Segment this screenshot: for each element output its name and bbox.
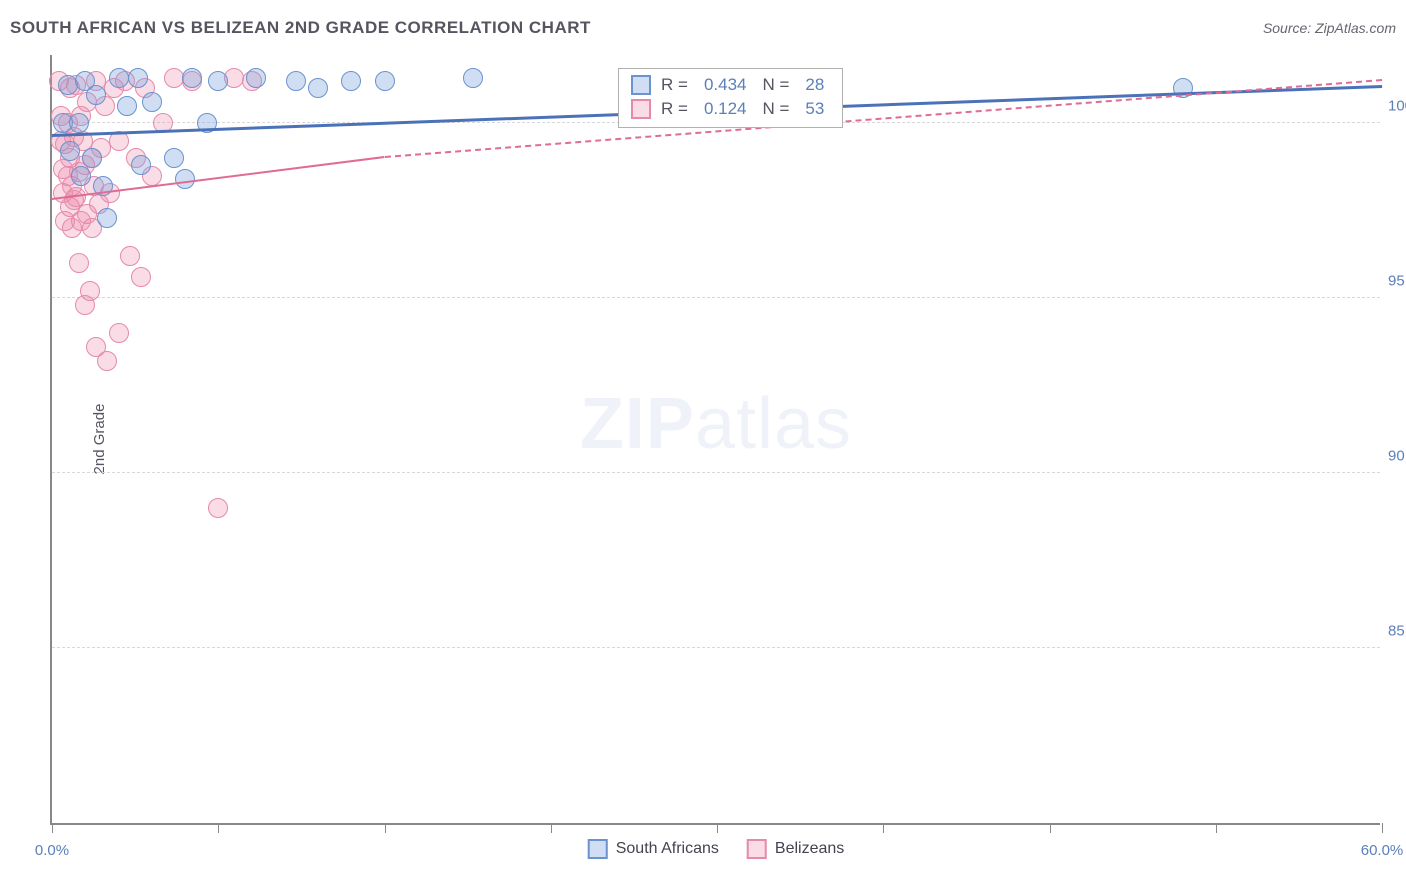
scatter-marker-south_africans: [208, 71, 228, 91]
legend-item-south_africans: South Africans: [588, 839, 719, 859]
watermark-light: atlas: [695, 384, 852, 464]
scatter-marker-south_africans: [86, 85, 106, 105]
y-tick-label: 85.0%: [1388, 623, 1406, 640]
scatter-marker-belizeans: [97, 351, 117, 371]
stat-r-label: R =: [661, 75, 688, 95]
scatter-marker-belizeans: [120, 246, 140, 266]
scatter-marker-south_africans: [71, 166, 91, 186]
scatter-marker-south_africans: [128, 68, 148, 88]
x-tick: [717, 823, 718, 833]
stats-row-belizeans: R = 0.124 N = 53: [631, 97, 830, 121]
scatter-marker-south_africans: [164, 148, 184, 168]
scatter-marker-south_africans: [117, 96, 137, 116]
stat-n-value: 28: [805, 75, 824, 95]
scatter-marker-south_africans: [341, 71, 361, 91]
x-tick: [883, 823, 884, 833]
scatter-marker-belizeans: [80, 281, 100, 301]
x-tick-label: 0.0%: [35, 842, 69, 859]
scatter-marker-south_africans: [308, 78, 328, 98]
x-tick: [551, 823, 552, 833]
scatter-marker-south_africans: [109, 68, 129, 88]
scatter-marker-south_africans: [182, 68, 202, 88]
scatter-marker-south_africans: [375, 71, 395, 91]
legend-item-belizeans: Belizeans: [747, 839, 844, 859]
y-tick-label: 90.0%: [1388, 448, 1406, 465]
stat-n-label: N =: [762, 99, 789, 119]
scatter-marker-belizeans: [109, 323, 129, 343]
y-tick-label: 95.0%: [1388, 273, 1406, 290]
source-attribution: Source: ZipAtlas.com: [1263, 20, 1396, 36]
scatter-marker-south_africans: [463, 68, 483, 88]
gridline-horizontal: [52, 297, 1380, 298]
stat-n-value: 53: [805, 99, 824, 119]
y-axis-label: 2nd Grade: [91, 404, 108, 475]
scatter-marker-belizeans: [69, 253, 89, 273]
scatter-marker-belizeans: [208, 498, 228, 518]
scatter-marker-south_africans: [286, 71, 306, 91]
x-tick: [1050, 823, 1051, 833]
x-tick-label: 60.0%: [1361, 842, 1404, 859]
correlation-stats-box: R = 0.434 N = 28 R = 0.124 N = 53: [618, 68, 843, 128]
legend-swatch: [747, 839, 767, 859]
stats-row-south_africans: R = 0.434 N = 28: [631, 73, 830, 97]
legend-swatch: [631, 99, 651, 119]
scatter-marker-south_africans: [60, 141, 80, 161]
x-tick: [1382, 823, 1383, 833]
scatter-marker-south_africans: [97, 208, 117, 228]
scatter-marker-south_africans: [69, 113, 89, 133]
gridline-horizontal: [52, 647, 1380, 648]
legend-label: South Africans: [616, 840, 719, 858]
gridline-horizontal: [52, 472, 1380, 473]
watermark: ZIPatlas: [580, 383, 852, 465]
legend: South Africans Belizeans: [588, 839, 845, 859]
stat-r-value: 0.434: [704, 75, 747, 95]
stat-r-label: R =: [661, 99, 688, 119]
scatter-marker-south_africans: [82, 148, 102, 168]
y-tick-label: 100.0%: [1388, 98, 1406, 115]
scatter-marker-south_africans: [142, 92, 162, 112]
stat-n-label: N =: [762, 75, 789, 95]
legend-label: Belizeans: [775, 840, 844, 858]
x-tick: [52, 823, 53, 833]
x-tick: [1216, 823, 1217, 833]
scatter-marker-south_africans: [58, 75, 78, 95]
scatter-plot-area: ZIPatlas 2nd Grade R = 0.434 N = 28 R = 0.124…: [50, 55, 1380, 825]
scatter-marker-south_africans: [131, 155, 151, 175]
x-tick: [218, 823, 219, 833]
stat-r-value: 0.124: [704, 99, 747, 119]
scatter-marker-south_africans: [246, 68, 266, 88]
legend-swatch: [588, 839, 608, 859]
scatter-marker-belizeans: [131, 267, 151, 287]
scatter-marker-south_africans: [175, 169, 195, 189]
watermark-bold: ZIP: [580, 384, 695, 464]
x-tick: [385, 823, 386, 833]
legend-swatch: [631, 75, 651, 95]
chart-title: SOUTH AFRICAN VS BELIZEAN 2ND GRADE CORR…: [10, 18, 591, 38]
